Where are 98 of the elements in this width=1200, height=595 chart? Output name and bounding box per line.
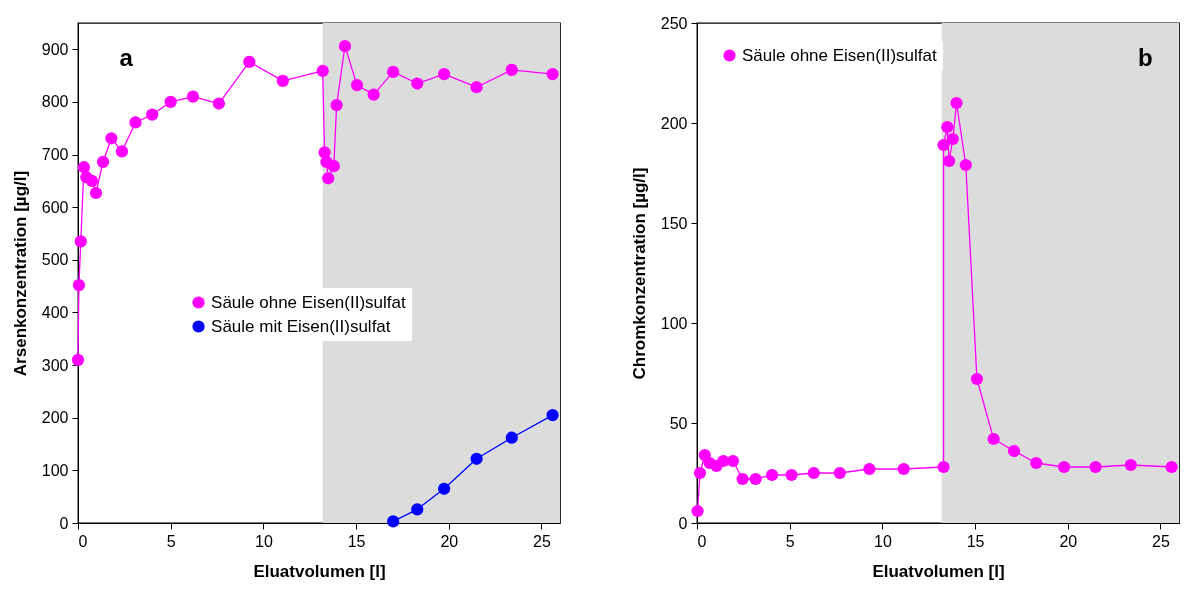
point: [833, 466, 846, 480]
point: [1089, 460, 1102, 474]
y-tick-label: 300: [41, 356, 69, 374]
x-axis-title: Eluatvolumen [l]: [872, 561, 1005, 581]
legend-label: Säule ohne Eisen(II)sulfat: [742, 45, 937, 65]
y-tick-label: 400: [41, 303, 69, 321]
point: [950, 96, 963, 110]
point: [105, 132, 118, 145]
point: [505, 431, 518, 444]
point: [691, 504, 704, 518]
point: [946, 132, 959, 146]
point: [350, 78, 364, 92]
point: [186, 90, 200, 103]
y-tick-label: 0: [59, 514, 69, 532]
point: [505, 63, 518, 76]
point: [85, 174, 99, 188]
point: [276, 74, 289, 88]
x-tick-label: 25: [1152, 532, 1170, 550]
point: [765, 468, 779, 482]
point: [937, 460, 950, 474]
x-tick-label: 5: [166, 532, 176, 550]
x-tick-label: 0: [697, 532, 707, 550]
point: [367, 88, 380, 101]
point: [72, 278, 86, 292]
point: [1030, 456, 1043, 470]
point: [1165, 460, 1178, 474]
point: [470, 452, 483, 465]
point: [411, 77, 424, 90]
point: [749, 472, 762, 486]
legend-label: Säule ohne Eisen(II)sulfat: [211, 292, 406, 312]
point: [959, 158, 972, 172]
x-axis-title: Eluatvolumen [l]: [253, 561, 386, 581]
y-tick-label: 200: [660, 114, 688, 132]
point: [970, 372, 984, 386]
y-tick-label: 0: [678, 514, 688, 532]
point: [546, 408, 559, 422]
point: [438, 482, 451, 495]
x-tick-label: 20: [1059, 532, 1078, 550]
x-tick-label: 5: [785, 532, 795, 550]
point: [77, 161, 91, 174]
legend-label: Säule mit Eisen(II)sulfat: [211, 316, 391, 336]
y-tick-label: 250: [660, 14, 688, 32]
point: [146, 108, 159, 121]
y-axis-title: Arsenkonzentration [µg/l]: [10, 170, 30, 377]
point: [807, 466, 820, 480]
point: [438, 67, 451, 81]
point: [115, 145, 129, 158]
point: [1057, 460, 1071, 474]
point: [863, 462, 876, 476]
point: [693, 466, 707, 480]
point: [736, 472, 749, 486]
x-tick-label: 10: [254, 532, 273, 550]
y-tick-label: 800: [41, 93, 69, 111]
point: [243, 55, 256, 69]
y-axis-title: Chromkonzentration [µg/l]: [629, 167, 649, 380]
point: [129, 116, 142, 129]
point: [726, 454, 740, 468]
point: [387, 515, 400, 528]
y-tick-label: 500: [41, 251, 69, 269]
y-tick-label: 100: [660, 314, 688, 332]
point: [212, 97, 226, 110]
point: [96, 155, 110, 169]
point: [327, 160, 340, 173]
annotation: b: [1137, 44, 1153, 71]
point: [411, 503, 424, 516]
point: [71, 353, 85, 366]
point: [943, 154, 956, 168]
point: [937, 138, 950, 152]
point: [941, 120, 954, 134]
point: [470, 81, 483, 94]
annotation: a: [119, 44, 134, 71]
y-tick-label: 900: [41, 40, 69, 58]
y-tick-label: 200: [41, 409, 69, 427]
y-tick-label: 600: [41, 198, 69, 216]
point: [316, 64, 329, 78]
point: [338, 40, 352, 53]
point: [387, 65, 400, 79]
point: [546, 67, 559, 81]
x-tick-label: 10: [873, 532, 892, 550]
x-tick-label: 25: [533, 532, 551, 550]
x-tick-label: 0: [78, 532, 88, 550]
point: [89, 186, 103, 200]
x-tick-label: 15: [966, 532, 985, 550]
point: [322, 172, 335, 185]
point: [164, 95, 177, 109]
y-tick-label: 150: [660, 214, 688, 232]
y-tick-label: 50: [669, 414, 688, 432]
point: [1124, 458, 1137, 472]
point: [897, 462, 910, 476]
x-tick-label: 15: [347, 532, 366, 550]
point: [74, 235, 87, 248]
y-tick-label: 100: [41, 461, 69, 479]
point: [785, 468, 798, 482]
point: [987, 432, 1000, 446]
point: [330, 98, 343, 112]
point: [1007, 444, 1021, 458]
y-tick-label: 700: [41, 146, 69, 164]
x-tick-label: 20: [440, 532, 459, 550]
